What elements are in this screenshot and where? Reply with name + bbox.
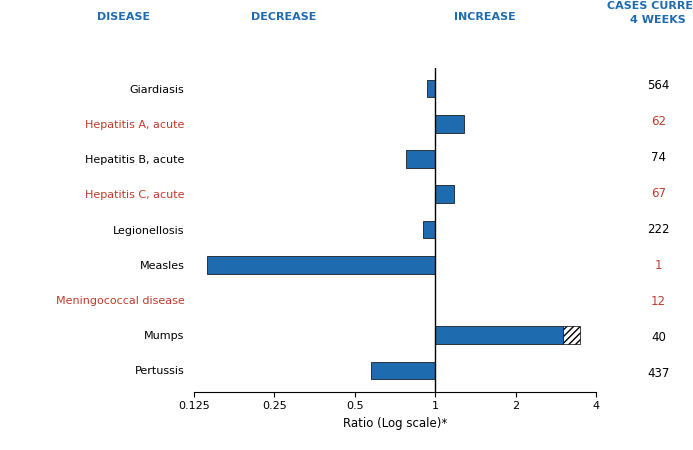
- Bar: [435, 326, 563, 344]
- Bar: [435, 115, 464, 133]
- Bar: [563, 326, 581, 344]
- Text: CASES CURRENT: CASES CURRENT: [607, 1, 693, 11]
- Bar: [371, 361, 435, 379]
- X-axis label: Ratio (Log scale)*: Ratio (Log scale)*: [343, 417, 447, 430]
- Text: 437: 437: [647, 367, 669, 380]
- Text: DECREASE: DECREASE: [252, 13, 317, 22]
- Text: 74: 74: [651, 151, 666, 164]
- Text: 1: 1: [655, 259, 662, 272]
- Text: DISEASE: DISEASE: [97, 13, 150, 22]
- Bar: [423, 220, 435, 238]
- Text: 40: 40: [651, 331, 666, 344]
- Text: 222: 222: [647, 223, 669, 236]
- Text: 67: 67: [651, 187, 666, 200]
- Text: 12: 12: [651, 295, 666, 308]
- Bar: [406, 150, 435, 168]
- Text: INCREASE: INCREASE: [454, 13, 516, 22]
- Bar: [207, 256, 435, 274]
- Text: 564: 564: [647, 79, 669, 92]
- Bar: [435, 185, 455, 203]
- Text: 62: 62: [651, 115, 666, 128]
- Bar: [427, 80, 435, 98]
- Text: 4 WEEKS: 4 WEEKS: [631, 15, 686, 25]
